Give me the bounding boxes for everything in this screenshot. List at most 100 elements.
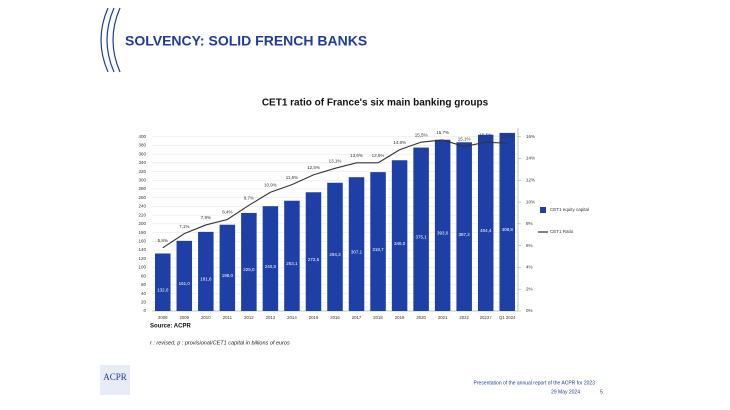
bar-value-label: 272,5 bbox=[308, 257, 320, 262]
bar-value-label: 408,8 bbox=[502, 227, 514, 232]
line-value-label: 11,6% bbox=[286, 175, 298, 180]
bar-value-label: 387,2 bbox=[459, 232, 471, 237]
legend-label: CET1 equity capital bbox=[550, 207, 589, 212]
legend-label: CET1 Ratio bbox=[550, 229, 574, 234]
x-tick-label: 2010 bbox=[201, 315, 211, 320]
page-number: 5 bbox=[600, 389, 603, 395]
bar bbox=[327, 182, 343, 311]
line-value-label: 5,8% bbox=[158, 238, 168, 243]
decor-arcs bbox=[100, 7, 121, 73]
y2-tick-label: 8% bbox=[526, 221, 533, 226]
y-tick-label: 240 bbox=[138, 204, 146, 209]
y2-tick-label: 4% bbox=[526, 265, 533, 270]
bar bbox=[241, 212, 257, 311]
y-tick-label: 20 bbox=[141, 299, 147, 304]
y-tick-label: 180 bbox=[138, 230, 146, 235]
line-value-label: 13,6% bbox=[350, 153, 363, 158]
y-tick-label: 160 bbox=[138, 238, 146, 243]
slide-title: SOLVENCY: SOLID FRENCH BANKS bbox=[125, 33, 367, 49]
y-tick-label: 40 bbox=[141, 291, 147, 296]
legend-swatch bbox=[540, 207, 546, 213]
ratio-line bbox=[162, 139, 508, 249]
x-tick-label: 2014 bbox=[287, 315, 297, 320]
bar-value-label: 161,0 bbox=[179, 281, 191, 286]
line-value-label: 15,4% bbox=[501, 133, 514, 138]
y-tick-label: 100 bbox=[138, 265, 146, 270]
x-tick-label: 2008 bbox=[158, 315, 168, 320]
note: r : revised, p : provisional/CET1 capita… bbox=[150, 340, 290, 346]
y-tick-label: 340 bbox=[138, 160, 146, 165]
bar bbox=[434, 139, 451, 311]
x-tick-label: 2021 bbox=[438, 315, 448, 320]
line-value-label: 10,9% bbox=[264, 182, 277, 187]
bar bbox=[262, 206, 279, 311]
x-tick-label: 2009 bbox=[180, 315, 190, 320]
bar bbox=[456, 142, 472, 311]
bar-value-label: 225,0 bbox=[243, 267, 255, 272]
bar-value-label: 132,0 bbox=[157, 287, 169, 292]
y-tick-label: 320 bbox=[138, 169, 146, 174]
y-tick-label: 380 bbox=[138, 143, 146, 148]
y-tick-label: 400 bbox=[138, 134, 146, 139]
line-value-label: 9,7% bbox=[244, 196, 254, 201]
bar-value-label: 375,1 bbox=[415, 234, 427, 239]
bar-value-label: 393,0 bbox=[437, 231, 449, 236]
x-tick-label: 2022 bbox=[459, 315, 469, 320]
bar bbox=[305, 192, 322, 311]
bar bbox=[284, 200, 300, 311]
x-tick-label: 2023 r bbox=[480, 315, 493, 320]
y2-tick-label: 2% bbox=[526, 286, 533, 291]
line-value-label: 13,6% bbox=[372, 153, 385, 158]
line-value-label: 13,1% bbox=[329, 158, 342, 163]
x-tick-label: 2020 bbox=[416, 315, 426, 320]
bar bbox=[477, 134, 494, 311]
y-tick-label: 0 bbox=[143, 308, 146, 313]
logo: ACPR bbox=[103, 372, 127, 382]
logo-box bbox=[100, 365, 130, 395]
y-tick-label: 220 bbox=[138, 212, 146, 217]
x-tick-label: 2012 bbox=[244, 315, 254, 320]
y2-tick-label: 14% bbox=[526, 156, 535, 161]
bar-value-label: 294,3 bbox=[329, 252, 341, 257]
y-tick-label: 260 bbox=[138, 195, 146, 200]
x-tick-label: 2017 bbox=[352, 315, 362, 320]
line-value-label: 12,5% bbox=[307, 165, 320, 170]
y2-tick-label: 12% bbox=[526, 177, 535, 182]
y2-tick-label: 16% bbox=[526, 134, 535, 139]
bar bbox=[348, 177, 365, 311]
bar-value-label: 318,7 bbox=[372, 247, 384, 252]
y-tick-label: 200 bbox=[138, 221, 146, 226]
bar bbox=[155, 253, 171, 311]
bar-value-label: 240,5 bbox=[265, 264, 277, 269]
chart-title: CET1 ratio of France's six main banking … bbox=[262, 98, 489, 109]
bar bbox=[499, 132, 515, 311]
bar-value-label: 346,0 bbox=[394, 241, 406, 246]
y2-tick-label: 0% bbox=[526, 308, 533, 313]
bar bbox=[370, 172, 386, 311]
bar-value-label: 253,1 bbox=[286, 261, 298, 266]
y-tick-label: 300 bbox=[138, 177, 146, 182]
bar bbox=[198, 231, 214, 311]
bar bbox=[176, 240, 193, 311]
bar bbox=[413, 147, 429, 311]
x-tick-label: 2011 bbox=[223, 315, 233, 320]
line-value-label: 15,5% bbox=[479, 132, 492, 137]
x-tick-label: 2019 bbox=[395, 315, 405, 320]
x-tick-label: 2013 bbox=[266, 315, 276, 320]
y-tick-label: 80 bbox=[141, 273, 147, 278]
y-tick-label: 60 bbox=[141, 282, 147, 287]
source: Source: ACPR bbox=[150, 324, 191, 330]
x-tick-label: 2016 bbox=[330, 315, 340, 320]
x-tick-label: 2015 bbox=[309, 315, 319, 320]
x-tick-label: Q1 2024 bbox=[499, 315, 516, 320]
y-tick-label: 120 bbox=[138, 256, 146, 261]
line-value-label: 7,1% bbox=[179, 224, 189, 229]
y2-tick-label: 10% bbox=[526, 199, 535, 204]
line-value-label: 7,9% bbox=[201, 215, 211, 220]
y2-tick-label: 6% bbox=[526, 243, 533, 248]
y-tick-label: 360 bbox=[138, 151, 146, 156]
line-value-label: 15,1% bbox=[458, 137, 471, 142]
line-value-label: 15,5% bbox=[415, 132, 428, 137]
bar-value-label: 307,1 bbox=[351, 249, 363, 254]
